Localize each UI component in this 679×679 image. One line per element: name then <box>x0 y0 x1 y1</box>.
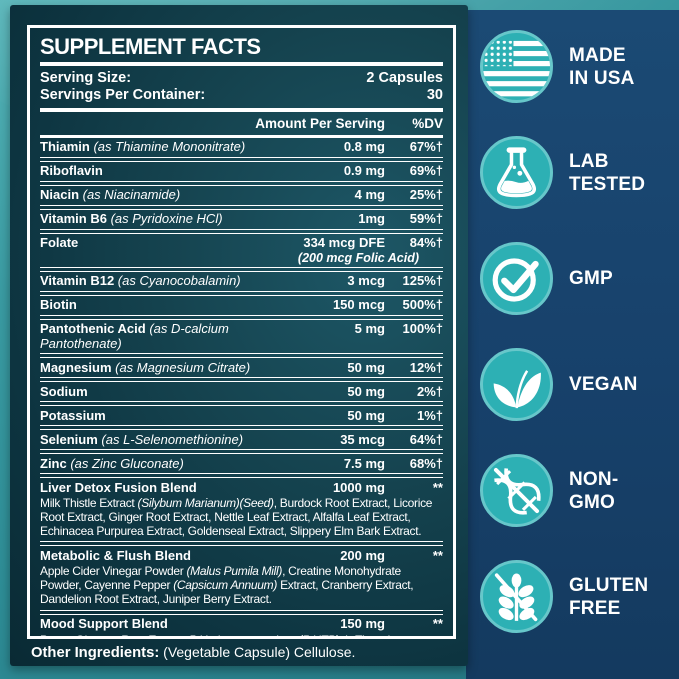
double-rule <box>40 449 443 454</box>
certification-badges: MADE IN USA LAB TESTED GMP <box>480 30 648 633</box>
nutrient-row: Riboflavin 0.9 mg 69%† <box>40 163 443 178</box>
double-rule <box>40 314 443 320</box>
other-ingredients-label: Other Ingredients: <box>31 645 160 661</box>
badge-label: VEGAN <box>569 374 638 395</box>
nutrient-row: Pantothenic Acid (as D-calcium Pantothen… <box>40 321 443 351</box>
badge-label: MADE IN USA <box>569 44 635 89</box>
nutrient-rows: Thiamin (as Thiamine Mononitrate) 0.8 mg 6… <box>40 138 443 474</box>
serving-info: Serving Size: 2 Capsules Servings Per Co… <box>40 68 443 106</box>
blend-section: Liver Detox Fusion Blend 1000 mg ** Milk Th… <box>40 478 443 541</box>
double-rule <box>40 425 443 430</box>
double-rule <box>40 204 443 210</box>
nutrient-row: Vitamin B12 (as Cyanocobalamin) 3 mcg 125%… <box>40 273 443 288</box>
nutrient-row: Vitamin B6 (as Pyridoxine HCl) 1mg 59%† <box>40 211 443 226</box>
amount-per-serving-header: Amount Per Serving <box>255 116 385 131</box>
double-rule <box>40 541 443 547</box>
other-ingredients-value: (Vegetable Capsule) Cellulose. <box>159 644 356 660</box>
nutrient-row: Zinc (as Zinc Gluconate) 7.5 mg 68%† <box>40 455 443 471</box>
double-rule <box>40 180 443 186</box>
double-rule <box>40 401 443 406</box>
blend-sections: Liver Detox Fusion Blend 1000 mg ** Milk Th… <box>40 478 443 636</box>
servings-per-container-value: 30 <box>426 87 443 103</box>
badge-non-gmo: NON- GMO <box>480 454 648 527</box>
double-rule <box>40 353 443 358</box>
badge-vegan: VEGAN <box>480 348 648 421</box>
double-rule <box>40 228 443 234</box>
supplement-facts-panel: SUPPLEMENT FACTS Serving Size: 2 Capsule… <box>10 5 468 666</box>
nutrient-row: Folate 334 mcg DFE (200 mcg Folic Acid) 84%… <box>40 235 443 265</box>
nutrient-row: Magnesium (as Magnesium Citrate) 50 mg 12%… <box>40 359 443 375</box>
gluten-free-wheat-icon <box>480 560 553 633</box>
thick-rule <box>40 108 443 112</box>
nutrient-row: Niacin (as Niacinamide) 4 mg 25%† <box>40 187 443 202</box>
double-rule <box>40 156 443 162</box>
blend-section: Metabolic & Flush Blend 200 mg ** Apple Cid… <box>40 546 443 609</box>
double-rule <box>40 266 443 272</box>
blend-ingredients: Milk Thistle Extract (Silybum Marianum)(… <box>40 496 433 538</box>
usa-flag-icon <box>480 30 553 103</box>
vegan-leaf-icon <box>480 348 553 421</box>
blend-ingredients: Apple Cider Vinegar Powder (Malus Pumila… <box>40 564 414 606</box>
nutrient-row: Sodium 50 mg 2%† <box>40 383 443 399</box>
badge-label: GMP <box>569 268 613 289</box>
gmp-checkmark-icon <box>480 242 553 315</box>
dv-header: %DV <box>412 116 443 131</box>
thin-rule <box>40 135 443 138</box>
double-rule <box>40 609 443 615</box>
badge-label: LAB TESTED <box>569 150 646 195</box>
thick-rule <box>40 62 443 66</box>
nutrient-row: Biotin 150 mcg 500%† <box>40 297 443 312</box>
nutrient-row: Selenium (as L-Selenomethionine) 35 mcg 64… <box>40 431 443 447</box>
badge-lab-tested: LAB TESTED <box>480 136 648 209</box>
badge-label: NON- GMO <box>569 468 619 513</box>
serving-size-value: 2 Capsules <box>366 70 443 86</box>
column-headers: Amount Per Serving %DV <box>40 114 443 134</box>
double-rule <box>40 377 443 382</box>
badge-gluten-free: GLUTEN FREE <box>480 560 648 633</box>
non-gmo-dna-icon <box>480 454 553 527</box>
double-rule <box>40 473 443 478</box>
supplement-facts-box: SUPPLEMENT FACTS Serving Size: 2 Capsule… <box>27 25 456 639</box>
nutrient-row: Potassium 50 mg 1%† <box>40 407 443 423</box>
servings-per-container-label: Servings Per Container: <box>40 87 206 103</box>
lab-flask-icon <box>480 136 553 209</box>
badge-made-in-usa: MADE IN USA <box>480 30 648 103</box>
blend-ingredients: Panax Ginseng Root Extract, 5-Hydroxytry… <box>40 633 443 636</box>
serving-size-label: Serving Size: <box>40 70 132 86</box>
supplement-facts-title: SUPPLEMENT FACTS <box>40 34 261 59</box>
double-rule <box>40 290 443 296</box>
nutrient-row: Thiamin (as Thiamine Mononitrate) 0.8 mg 6… <box>40 139 443 154</box>
badge-label: GLUTEN FREE <box>569 574 649 619</box>
other-ingredients: Other Ingredients: (Vegetable Capsule) C… <box>31 644 458 661</box>
badge-gmp: GMP <box>480 242 648 315</box>
